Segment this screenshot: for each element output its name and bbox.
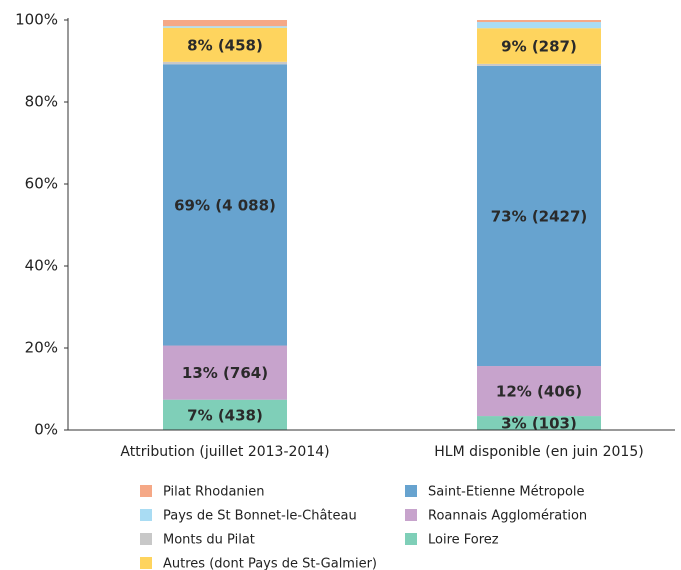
data-label: 9% (287) (501, 38, 577, 56)
data-label: 3% (103) (501, 415, 577, 433)
legend-label: Loire Forez (428, 533, 499, 548)
data-label: 73% (2427) (491, 207, 588, 225)
data-label: 8% (458) (187, 36, 263, 54)
bar-segment (163, 61, 287, 65)
legend-label: Autres (dont Pays de St-Galmier) (163, 557, 377, 570)
y-tick-label: 80% (25, 93, 58, 111)
data-label: 7% (438) (187, 406, 263, 424)
bar-segment (163, 27, 287, 62)
legend-swatch (140, 509, 152, 521)
y-tick-label: 40% (25, 257, 58, 275)
bar-segment (477, 28, 601, 64)
bar-segment (163, 399, 287, 430)
bar-segment (477, 22, 601, 29)
bar-segment (477, 366, 601, 417)
y-tick-label: 60% (25, 175, 58, 193)
y-tick-label: 0% (34, 421, 58, 439)
x-tick-label: Attribution (juillet 2013-2014) (120, 444, 329, 460)
bar-segment (477, 20, 601, 23)
bar-segment (163, 26, 287, 28)
legend-swatch (405, 485, 417, 497)
legend-label: Pilat Rhodanien (163, 485, 265, 500)
legend-label: Pays de St Bonnet-le-Château (163, 509, 357, 524)
legend-label: Monts du Pilat (163, 533, 255, 548)
legend-swatch (140, 557, 152, 569)
bar-segment (163, 20, 287, 27)
data-label: 13% (764) (182, 364, 268, 382)
legend-swatch (405, 509, 417, 521)
bar-segment (477, 416, 601, 430)
bar-segment (477, 65, 601, 367)
bar-segment (163, 345, 287, 400)
data-label: 69% (4 088) (174, 196, 276, 214)
y-tick-label: 100% (15, 11, 58, 29)
bar-segment (163, 64, 287, 346)
legend-swatch (140, 485, 152, 497)
data-label: 12% (406) (496, 383, 582, 401)
x-tick-label: HLM disponible (en juin 2015) (434, 444, 643, 460)
legend-swatch (405, 533, 417, 545)
legend-label: Saint-Etienne Métropole (428, 485, 585, 500)
legend-swatch (140, 533, 152, 545)
bar-segment (477, 63, 601, 66)
y-tick-label: 20% (25, 339, 58, 357)
legend-label: Roannais Agglomération (428, 509, 587, 524)
